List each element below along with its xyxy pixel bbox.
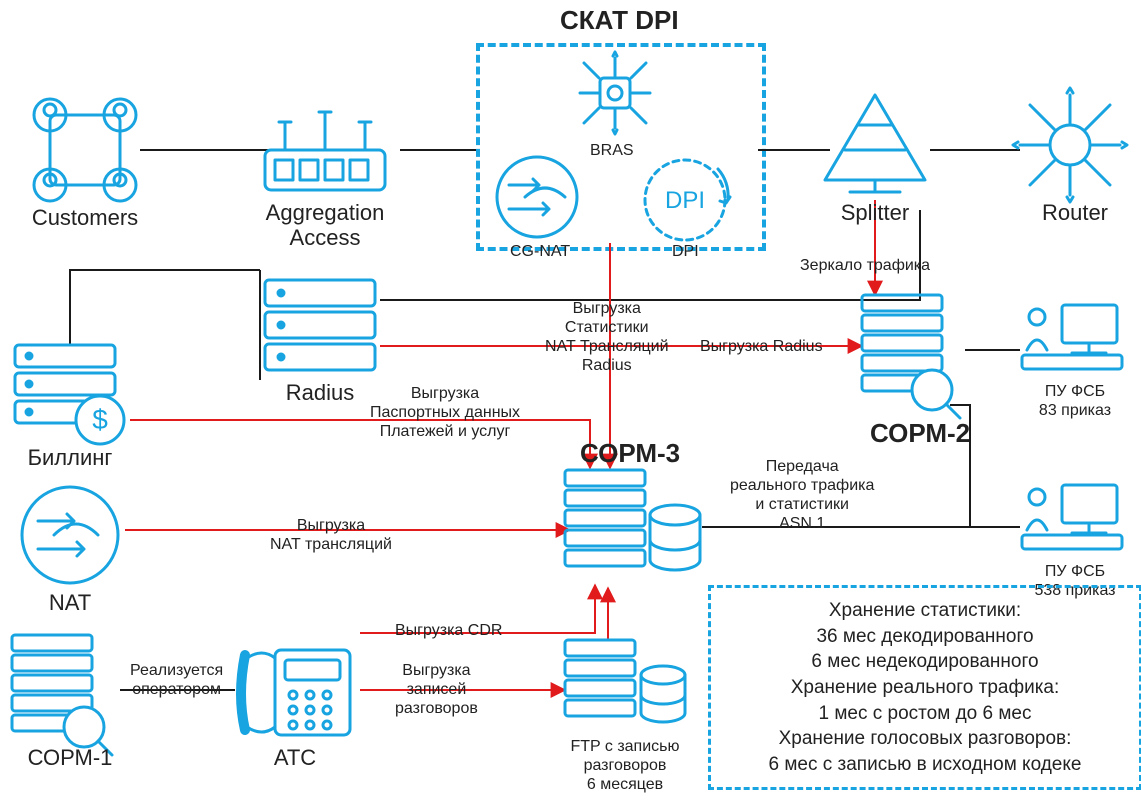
edge-label: Зеркало трафика <box>800 257 930 276</box>
svg-text:$: $ <box>92 404 108 435</box>
edge-label: Выгрузка Статистики NAT Трансляций Radiu… <box>545 300 669 376</box>
ftp-label: FTP с записью разговоров 6 месяцев <box>545 738 705 795</box>
sorm1-icon <box>12 635 112 755</box>
edge-label: Выгрузка записей разговоров <box>395 662 478 719</box>
nat-icon <box>22 487 118 583</box>
billing-label: Биллинг <box>10 445 130 470</box>
pu538-icon <box>1022 485 1122 549</box>
info-line: 36 мес декодированного <box>725 624 1125 650</box>
storage-info-box: Хранение статистики: 36 мес декодированн… <box>708 585 1141 790</box>
splitter-label: Splitter <box>815 200 935 225</box>
bras-label: BRAS <box>590 142 634 161</box>
pu83-label: ПУ ФСБ 83 приказ <box>1020 383 1130 421</box>
radius-label: Radius <box>265 380 375 405</box>
radius-icon <box>265 280 375 370</box>
billing-icon: $ <box>15 345 124 444</box>
edge-label: Выгрузка NAT трансляций <box>270 517 392 555</box>
router-icon <box>1013 88 1127 202</box>
splitter-icon <box>825 95 925 192</box>
nat-label: NAT <box>15 590 125 615</box>
edge-label: Выгрузка CDR <box>395 622 502 641</box>
ats-icon <box>241 650 350 735</box>
cgnat-icon <box>497 157 577 237</box>
bras-icon <box>580 52 650 134</box>
ats-label: АТС <box>255 745 335 770</box>
router-label: Router <box>1020 200 1130 225</box>
aggregation-icon <box>265 112 385 190</box>
dpi-label: DPI <box>672 243 699 262</box>
customers-label: Customers <box>10 205 160 230</box>
edge-label: Реализуется оператором <box>130 662 223 700</box>
sorm3-icon <box>565 470 700 570</box>
cgnat-label: CG-NAT <box>510 243 570 262</box>
sorm2-label: СОРМ-2 <box>870 418 970 449</box>
info-line: 6 мес недекодированного <box>725 649 1125 675</box>
customers-icon <box>34 99 136 201</box>
svg-text:DPI: DPI <box>665 187 705 214</box>
info-line: 1 мес с ростом до 6 мес <box>725 701 1125 727</box>
edge-label: Выгрузка Radius <box>700 338 823 357</box>
info-line: Хранение голосовых разговоров: <box>725 726 1125 752</box>
sorm2-icon <box>862 295 960 418</box>
aggregation-label: Aggregation Access <box>230 200 420 251</box>
edge-label: Выгрузка Паспортных данных Платежей и ус… <box>370 385 520 442</box>
pu83-icon <box>1022 305 1122 369</box>
sorm1-label: СОРМ-1 <box>5 745 135 770</box>
ftp-icon <box>565 640 685 722</box>
dpi-icon: DPI <box>645 160 730 240</box>
sorm3-label: СОРМ-3 <box>580 438 680 469</box>
edge-label: Передача реального трафика и статистики … <box>730 458 874 534</box>
info-line: Хранение реального трафика: <box>725 675 1125 701</box>
info-line: Хранение статистики: <box>725 598 1125 624</box>
info-line: 6 мес с записью в исходном кодеке <box>725 752 1125 778</box>
